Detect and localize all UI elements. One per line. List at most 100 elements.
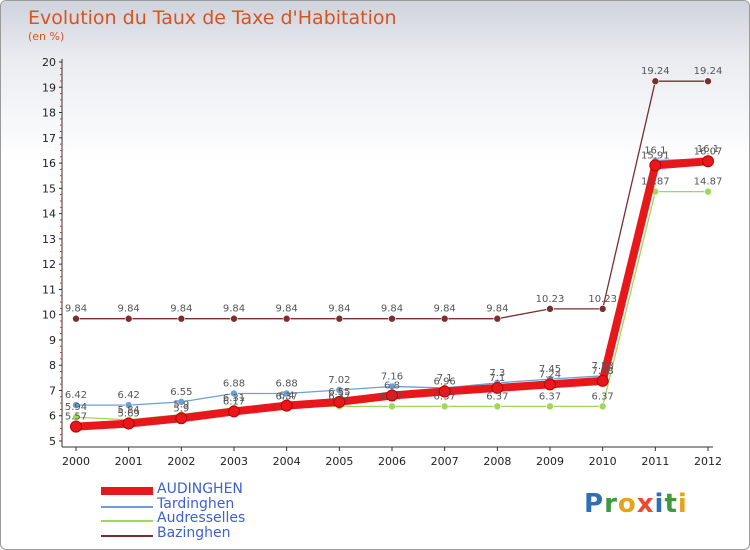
- data-label: 10.23: [536, 294, 565, 305]
- legend-label: AUDINGHEN: [157, 481, 243, 497]
- data-label: 6.37: [486, 391, 508, 402]
- data-point: [72, 314, 80, 323]
- data-label: 6.37: [381, 391, 403, 402]
- logo-letter: x: [636, 489, 655, 519]
- logo-letter: o: [617, 489, 637, 519]
- data-label: 7.16: [381, 371, 403, 382]
- data-point: [598, 305, 607, 313]
- data-point: [124, 401, 133, 409]
- data-point: [438, 385, 451, 398]
- data-label: 5.57: [65, 412, 87, 423]
- proxiti-logo: Proxiti: [584, 489, 688, 519]
- x-tick-label: 2000: [62, 455, 90, 468]
- data-point: [333, 395, 346, 408]
- data-label: 19.24: [641, 66, 670, 77]
- logo-letter: i: [654, 489, 665, 519]
- data-label: 6.31: [223, 393, 245, 404]
- data-label: 6.55: [328, 387, 350, 398]
- x-tick-label: 2009: [536, 455, 564, 468]
- data-label: 6.37: [328, 391, 350, 402]
- data-label: 7.45: [539, 364, 561, 375]
- data-label: 14.87: [694, 177, 723, 188]
- y-tick-label: 20: [42, 56, 56, 69]
- legend-label: Bazinghen: [157, 524, 231, 541]
- data-label: 16.1: [697, 144, 719, 155]
- data-point: [440, 402, 449, 411]
- data-point: [546, 305, 554, 313]
- data-label: 5.84: [118, 405, 140, 416]
- data-point: [72, 401, 80, 409]
- data-label: 6.37: [276, 391, 298, 402]
- data-point: [386, 389, 398, 402]
- data-point: [596, 374, 609, 387]
- data-label: 7.1: [437, 373, 453, 384]
- data-label: 6.88: [276, 378, 298, 389]
- series-line-bazinghen: [75, 80, 709, 320]
- data-label: 6.4: [279, 391, 295, 402]
- data-point: [282, 314, 291, 323]
- y-tick-label: 13: [42, 233, 56, 246]
- x-tick-label: 2011: [641, 455, 669, 468]
- logo-letter: P: [584, 489, 605, 519]
- data-label: 6.37: [434, 391, 456, 402]
- data-label: 6.88: [223, 378, 245, 389]
- data-label: 9.84: [118, 304, 140, 315]
- legend-label: Tardinghen: [157, 495, 235, 512]
- y-tick-label: 6: [49, 410, 56, 423]
- logo-letter: t: [664, 489, 678, 519]
- data-label: 5.9: [173, 399, 189, 410]
- data-point: [651, 77, 660, 86]
- data-label: 16.07: [694, 146, 723, 157]
- data-label: 7.3: [489, 368, 505, 379]
- x-tick-label: 2010: [589, 455, 617, 468]
- data-point: [280, 399, 293, 412]
- y-tick-label: 17: [42, 132, 56, 145]
- data-point: [335, 386, 344, 394]
- x-tick-label: 2001: [115, 455, 143, 468]
- x-tick-label: 2007: [431, 455, 459, 468]
- y-tick-label: 15: [42, 182, 56, 195]
- data-point: [440, 314, 449, 323]
- data-label: 9.84: [223, 304, 245, 315]
- data-point: [493, 402, 502, 411]
- y-tick-label: 5: [49, 435, 56, 448]
- data-label: 19.24: [694, 66, 723, 77]
- legend-swatch: [101, 534, 153, 537]
- data-point: [177, 314, 186, 323]
- x-tick-label: 2003: [220, 455, 248, 468]
- legend-label: Audresselles: [157, 510, 246, 526]
- data-point: [491, 381, 504, 394]
- x-tick-label: 2008: [483, 455, 511, 468]
- x-tick-label: 2005: [325, 455, 353, 468]
- data-point: [388, 402, 396, 411]
- legend-swatch: [101, 520, 153, 522]
- data-point: [230, 314, 238, 323]
- logo-letter: r: [604, 489, 618, 519]
- data-point: [124, 314, 133, 323]
- data-label: 9.84: [65, 304, 87, 315]
- y-tick-label: 7: [49, 384, 56, 397]
- data-point: [704, 187, 712, 196]
- chart-title: Evolution du Taux de Taxe d'Habitation: [28, 7, 397, 29]
- y-tick-label: 12: [42, 258, 56, 271]
- x-tick-label: 2006: [378, 455, 406, 468]
- data-label: 6.37: [539, 391, 561, 402]
- data-label: 9.84: [381, 304, 403, 315]
- data-point: [282, 389, 291, 398]
- y-tick-label: 18: [42, 107, 56, 120]
- data-label: 5.9: [173, 403, 189, 414]
- data-point: [598, 402, 607, 411]
- logo-letter: i: [677, 489, 688, 519]
- data-label: 9.84: [276, 304, 298, 315]
- data-point: [702, 155, 714, 168]
- data-label: 6.42: [65, 390, 87, 401]
- data-label: 5.69: [118, 409, 140, 420]
- data-point: [335, 314, 344, 323]
- data-point: [546, 402, 554, 411]
- data-label: 6.55: [170, 387, 192, 398]
- data-point: [177, 398, 186, 406]
- data-label: 6.37: [592, 391, 614, 402]
- data-label: 16.1: [644, 146, 666, 157]
